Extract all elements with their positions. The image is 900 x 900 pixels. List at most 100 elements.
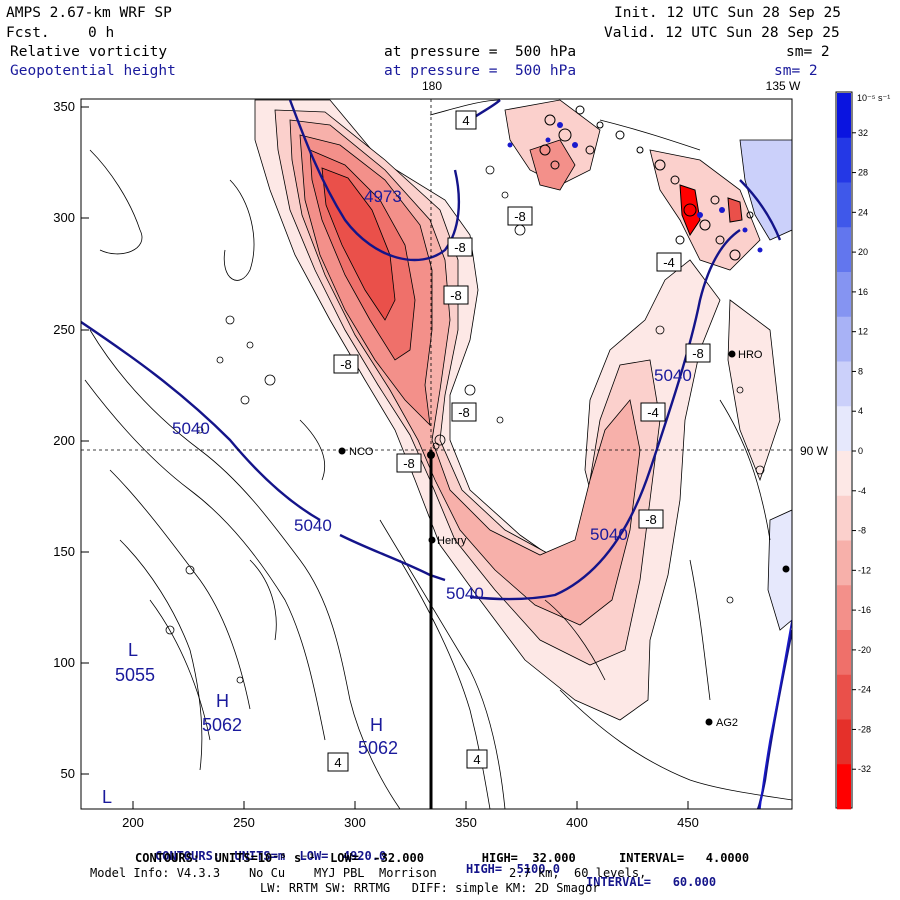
station-label: NCO <box>349 446 374 458</box>
x-tick-label: 450 <box>677 815 699 830</box>
height-label: 5040 <box>590 525 628 544</box>
vort-box-label: -8 <box>450 288 462 303</box>
vort-box-label: 4 <box>334 755 341 770</box>
colorbar-cell <box>837 361 851 407</box>
colorbar-cell <box>837 406 851 452</box>
vorticity-contours <box>84 99 792 809</box>
colorbar: 10⁻⁵ s⁻¹ 32 28 24 20 16 12 8 4 0 -4 -8 -12 -16 -20 -24… <box>835 91 890 810</box>
colorbar-label: -16 <box>858 605 871 615</box>
y-tick-label: 50 <box>61 766 75 781</box>
x-tick-label: 400 <box>566 815 588 830</box>
colorbar-label: 20 <box>858 247 868 257</box>
vorticity-band-6 <box>321 167 396 321</box>
high-value: 5062 <box>202 715 242 735</box>
field1-name: Relative vorticity <box>10 44 168 60</box>
station-dot <box>705 718 713 726</box>
field2-smoothing: sm= 2 <box>774 63 818 79</box>
colorbar-label: -28 <box>858 724 871 734</box>
longitude-135w-label: 135 W <box>766 79 801 93</box>
colorbar-label: 24 <box>858 207 868 217</box>
colorbar-cell <box>837 630 851 676</box>
stations: NCO Henry HRO AG2 <box>338 349 790 729</box>
coastline-east <box>759 619 792 809</box>
colorbar-cell <box>837 585 851 631</box>
y-tick-label: 350 <box>53 99 75 114</box>
colorbar-label: -12 <box>858 565 871 575</box>
vort-box-label: 4 <box>462 113 469 128</box>
y-tick-label: 250 <box>53 322 75 337</box>
footer-height-contours: CONTOURS: UNITS=m LOW= 4920.0 HIGH= 5100… <box>0 837 900 889</box>
vort-box-label: 4 <box>473 752 480 767</box>
y-tick-labels: 350 300 250 200 150 100 50 <box>53 99 75 781</box>
x-tick-label: 200 <box>122 815 144 830</box>
vorticity-box-labels: -8 -8 -8 -8 -8 -8 -4 -8 -4 -8 4 4 4 <box>327 110 711 772</box>
y-tick-label: 150 <box>53 544 75 559</box>
height-contour-ne <box>739 179 782 241</box>
high-letter: H <box>216 691 229 711</box>
station-dot <box>338 447 346 455</box>
vort-box-label: -4 <box>663 255 675 270</box>
colorbar-label: 16 <box>858 287 868 297</box>
height-contour-5040-mid <box>339 533 446 582</box>
init-time: Init. 12 UTC Sun 28 Sep 25 <box>614 5 841 21</box>
colorbar-cell <box>837 272 851 318</box>
plot-frame <box>80 98 793 810</box>
high-value: 5062 <box>358 738 398 758</box>
x-tick-label: 350 <box>455 815 477 830</box>
height-contour-5040-south <box>469 229 741 601</box>
station-dot <box>427 451 435 459</box>
forecast-label: Fcst. <box>6 25 50 41</box>
y-tick-label: 100 <box>53 655 75 670</box>
colorbar-cell <box>837 719 851 765</box>
longitude-180-label: 180 <box>422 79 442 93</box>
noise-cluster-ne <box>539 105 754 261</box>
colorbar-label: -4 <box>858 486 866 496</box>
footer-model-info: Model Info: V4.3.3 No Cu MYJ PBL Morriso… <box>90 866 647 880</box>
colorbar-cells <box>837 93 851 810</box>
footer-physics-info: LW: RRTM SW: RRTMG DIFF: simple KM: 2D S… <box>260 881 600 895</box>
vorticity-patch-blue-e <box>767 509 792 631</box>
height-label: 5040 <box>446 584 484 603</box>
high-letter: H <box>370 715 383 735</box>
valid-time: Valid. 12 UTC Sun 28 Sep 25 <box>604 25 840 41</box>
field2-pressure: at pressure = 500 hPa <box>384 63 577 79</box>
colorbar-label: 4 <box>858 406 863 416</box>
vorticity-patch-pink-e <box>727 299 781 482</box>
vort-box-label: -8 <box>645 512 657 527</box>
vort-box-label: -4 <box>647 405 659 420</box>
station-dot <box>428 536 436 544</box>
vorticity-patch-ne2 <box>529 139 576 191</box>
vort-box-label: -8 <box>458 405 470 420</box>
height-labels: 4973 5040 5040 5040 5040 5040 <box>172 187 692 603</box>
colorbar-cell <box>837 674 851 720</box>
x-tick-label: 250 <box>233 815 255 830</box>
colorbar-labels: 32 28 24 20 16 12 8 4 0 -4 -8 -12 -16 -20 -24 -28 -32 <box>852 128 871 774</box>
field2-name: Geopotential height <box>10 63 176 79</box>
station-dot <box>728 350 736 358</box>
colorbar-cell <box>837 495 851 541</box>
vort-box-label: -8 <box>454 240 466 255</box>
colorbar-cell <box>837 182 851 228</box>
colorbar-label: 8 <box>858 366 863 376</box>
colorbar-unit: 10⁻⁵ s⁻¹ <box>857 93 890 103</box>
colorbar-label: 28 <box>858 168 868 178</box>
vorticity-patch-ne4 <box>679 184 701 237</box>
tick-marks <box>81 106 689 809</box>
footer-height-low: CONTOURS: UNITS=m LOW= 4920.0 <box>155 849 387 863</box>
colorbar-label: 32 <box>858 128 868 138</box>
height-label: 5040 <box>294 516 332 535</box>
colorbar-cell <box>837 540 851 586</box>
height-contour-5040-west <box>81 321 321 522</box>
low-value: 5055 <box>115 665 155 685</box>
colorbar-cell <box>837 93 851 139</box>
height-label: 4973 <box>364 187 402 206</box>
y-tick-label: 300 <box>53 210 75 225</box>
colorbar-cell <box>837 764 851 810</box>
colorbar-label: 12 <box>858 327 868 337</box>
vort-box-label: -8 <box>692 346 704 361</box>
station-label: HRO <box>738 349 763 361</box>
colorbar-label: -8 <box>858 526 866 536</box>
x-tick-labels: 200 250 300 350 400 450 <box>122 815 699 830</box>
station-dot <box>782 565 790 573</box>
